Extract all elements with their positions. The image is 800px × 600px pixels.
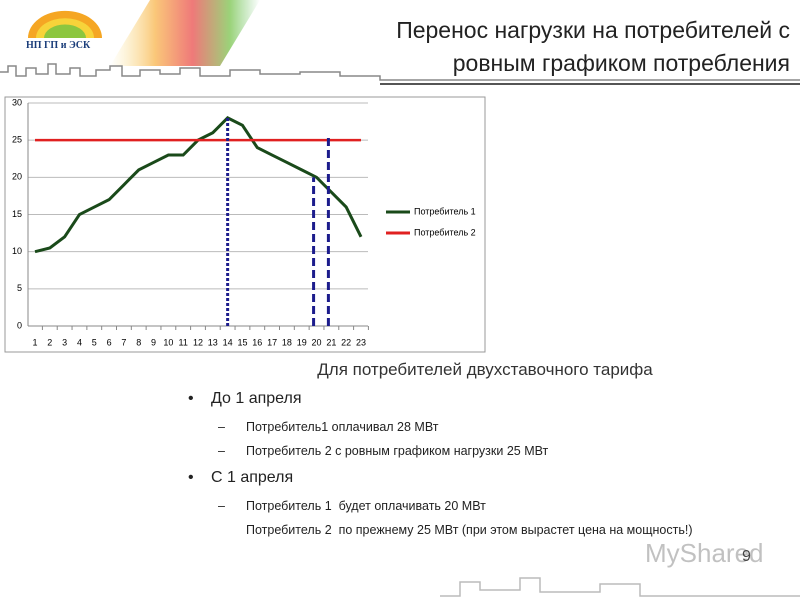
x-tick-label: 15: [237, 337, 247, 347]
y-tick-label: 5: [17, 283, 22, 293]
y-tick-label: 25: [12, 135, 22, 145]
sub-item: Потребитель 1 будет оплачивать 20 МВт: [218, 497, 746, 516]
bullet-text: С 1 апреля: [211, 469, 294, 486]
page-number: 9: [742, 548, 751, 565]
sub-item: Потребитель1 оплачивал 28 МВт: [218, 418, 746, 437]
watermark: MyShared: [645, 538, 764, 568]
y-tick-label: 15: [12, 209, 22, 219]
x-tick-label: 9: [151, 337, 156, 347]
bullet: С 1 апреля: [188, 469, 293, 487]
x-tick-label: 11: [179, 337, 188, 347]
x-tick-label: 12: [193, 337, 203, 347]
x-tick-label: 5: [92, 337, 97, 347]
x-tick-label: 17: [267, 337, 277, 347]
slide-title: Перенос нагрузки на потребителей с ровны…: [396, 17, 797, 76]
x-tick-label: 16: [252, 337, 262, 347]
x-tick-label: 20: [312, 337, 322, 347]
x-tick-label: 2: [47, 337, 52, 347]
x-tick-label: 23: [356, 337, 366, 347]
x-tick-label: 7: [121, 337, 126, 347]
y-tick-label: 0: [17, 320, 22, 330]
y-tick-label: 10: [12, 246, 22, 256]
sub-item: Потребитель 2 с ровным графиком нагрузки…: [218, 442, 746, 461]
subtitle: Для потребителей двухставочного тарифа: [317, 360, 653, 379]
sub-item: Потребитель 2 по прежнему 25 МВт (при эт…: [246, 523, 693, 537]
legend-label: Потребитель 2: [414, 227, 476, 237]
logo-text: НП ГП и ЭСК: [26, 40, 91, 51]
x-tick-label: 10: [163, 337, 173, 347]
x-tick-label: 18: [282, 337, 292, 347]
legend-label: Потребитель 1: [414, 206, 476, 216]
series-line: [34, 116, 363, 254]
x-tick-label: 8: [136, 337, 141, 347]
x-tick-label: 13: [208, 337, 218, 347]
x-tick-label: 22: [341, 337, 351, 347]
bullet: До 1 апреля: [188, 390, 302, 408]
x-tick-label: 14: [223, 337, 233, 347]
x-tick-label: 1: [32, 337, 37, 347]
y-tick-label: 20: [12, 172, 22, 182]
x-tick-label: 19: [297, 337, 307, 347]
x-tick-label: 4: [77, 337, 82, 347]
x-tick-label: 21: [326, 337, 336, 347]
x-tick-label: 3: [62, 337, 67, 347]
x-tick-label: 6: [107, 337, 112, 347]
y-tick-label: 30: [12, 97, 22, 107]
bullet-text: До 1 апреля: [211, 390, 302, 407]
